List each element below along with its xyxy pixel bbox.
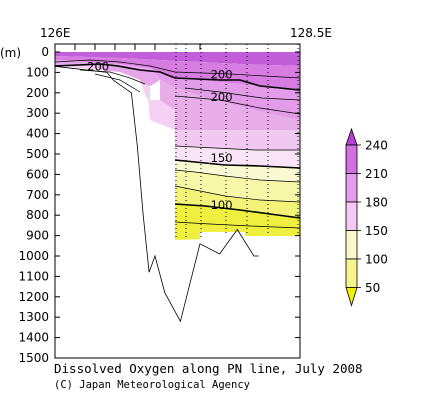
colorbar-segment [345,173,358,203]
colorbar-label: 100 [365,253,388,267]
bottom-topography [54,65,259,323]
colorbar-label: 50 [365,281,380,295]
contour-label: 200 [211,90,233,104]
colorbar-label: 240 [365,139,388,153]
band-200-180-deep [160,80,300,140]
y-tick-label: 800 [26,208,49,222]
band-180-210-top [55,56,300,92]
x-tick-right: 128.5E [290,26,332,40]
y-ticks: 0 100 200 300 400 500 600 700 800 900 1000 1100 1200… [18,45,300,365]
contour-label: 200 [211,67,233,81]
colorbar-label: 180 [365,196,388,210]
contour-shelf-c [94,73,141,93]
colorbar-label: 210 [365,167,388,181]
y-tick-label: 1300 [18,310,49,324]
contour-200-upper [54,63,301,91]
contour-200-lower [184,87,301,101]
contour-shelf-a [54,59,301,79]
contour-150 [174,159,301,169]
band-80-60 [175,204,300,240]
contour-170 [174,145,300,151]
y-tick-label: 300 [26,106,49,120]
colorbar-segment [345,144,358,174]
y-tick-label: 1200 [18,290,49,304]
colorbar-bottom-triangle [345,287,358,307]
y-tick-label: 1500 [18,351,49,365]
band-180-150 [175,130,300,150]
contour-130 [174,169,301,183]
contour-label: 200 [87,59,109,73]
y-tick-label: 100 [26,65,49,79]
oxygen-field [55,52,300,240]
band-180-210-mid [150,68,300,120]
y-tick-label: 1000 [18,249,49,263]
y-tick-label: 0 [41,45,49,59]
shelf-notch-mask [55,78,148,130]
y-axis-label: (m) [0,46,21,60]
band-210-240 [55,52,300,66]
plot-frame [54,43,301,359]
y-tick-label: 900 [26,229,49,243]
colorbar-top-triangle [345,127,358,146]
contour-120 [174,185,301,203]
y-tick-label: 200 [26,86,49,100]
y-tick-label: 400 [26,127,49,141]
contours [54,59,301,229]
colorbar-segment [345,258,358,288]
y-tick-label: 1400 [18,331,49,345]
colorbar: 240 210 180 150 100 50 [345,127,388,307]
band-100-80 [175,186,300,218]
colorbar-label: 150 [365,224,388,238]
contour-100 [174,203,301,219]
chart-title: Dissolved Oxygen along PN line, July 200… [54,361,363,376]
y-tick-label: 500 [26,147,49,161]
band-120-100 [175,170,300,202]
contour-label: 100 [211,198,233,212]
top-ticks [54,44,301,52]
y-tick-label: 1100 [18,269,49,283]
contour-180 [174,95,301,115]
y-tick-label: 700 [26,188,49,202]
contour-label: 150 [211,151,233,165]
colorbar-segment [345,230,358,260]
y-tick-label: 600 [26,167,49,181]
station-lines [175,44,299,240]
credit-text: (C) Japan Meteorological Agency [54,379,250,391]
seafloor-mask [55,66,300,358]
contour-labels: 200 200 200 150 100 [87,59,232,212]
colorbar-segment [345,201,358,231]
contour-80 [174,221,301,229]
x-tick-left: 126E [40,26,71,40]
